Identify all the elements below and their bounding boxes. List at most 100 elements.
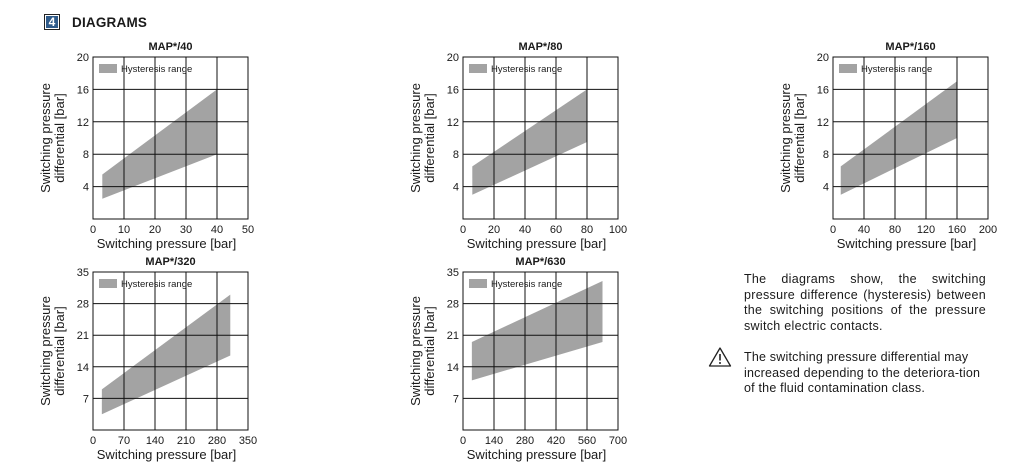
y-axis-label: differential [bar]: [52, 306, 67, 395]
chart-title: MAP*/630: [515, 256, 565, 268]
hysteresis-band: [472, 89, 587, 195]
x-tick-label: 20: [488, 224, 500, 236]
y-tick-label: 21: [447, 330, 459, 342]
y-tick-label: 21: [77, 330, 89, 342]
x-tick-label: 40: [519, 224, 531, 236]
chart-map-40: MAP*/40 4 8 12 16 20 0 10 20 30 40 50 Switching pres…: [38, 41, 254, 251]
x-tick-label: 30: [180, 224, 192, 236]
x-tick-label: 350: [239, 435, 257, 447]
y-tick-label: 4: [453, 182, 459, 194]
legend-swatch: [839, 64, 857, 73]
x-axis-label: Switching pressure [bar]: [97, 236, 236, 251]
legend-label: Hysteresis range: [861, 64, 932, 75]
warning-triangle-icon: [708, 347, 732, 367]
x-tick-label: 120: [917, 224, 935, 236]
legend-swatch: [99, 279, 117, 288]
y-axis-label: Switching pressure: [38, 296, 53, 406]
warning-text: The switching pressure differential may …: [744, 350, 981, 395]
x-tick-label: 160: [948, 224, 966, 236]
x-tick-label: 0: [90, 435, 96, 447]
plot-frame: [92, 56, 249, 220]
y-tick-label: 35: [77, 267, 89, 279]
y-tick-label: 12: [77, 117, 89, 129]
legend-label: Hysteresis range: [121, 279, 192, 290]
x-tick-label: 40: [211, 224, 223, 236]
diagram-note: The diagrams show, the switching pressur…: [744, 272, 986, 333]
x-tick-label: 0: [460, 435, 466, 447]
y-tick-label: 16: [77, 84, 89, 96]
x-tick-label: 70: [118, 435, 130, 447]
x-tick-label: 80: [889, 224, 901, 236]
y-tick-label: 16: [817, 84, 829, 96]
y-tick-label: 12: [447, 117, 459, 129]
y-tick-label: 8: [453, 149, 459, 161]
y-axis-label: Switching pressure: [408, 83, 423, 193]
y-axis-label: Switching pressure: [408, 296, 423, 406]
y-axis-label: Switching pressure: [38, 83, 53, 193]
y-tick-label: 14: [447, 362, 459, 374]
chart-title: MAP*/320: [145, 256, 195, 268]
y-tick-label: 20: [817, 52, 829, 64]
hysteresis-band: [101, 294, 231, 415]
y-tick-label: 4: [823, 182, 829, 194]
x-tick-label: 20: [149, 224, 161, 236]
legend-label: Hysteresis range: [491, 64, 562, 75]
x-tick-label: 280: [208, 435, 226, 447]
y-tick-label: 8: [823, 149, 829, 161]
section-number-badge: 4: [44, 14, 60, 30]
plot-frame: [832, 56, 989, 220]
chart-title: MAP*/160: [885, 41, 935, 53]
y-tick-label: 20: [77, 52, 89, 64]
y-tick-label: 20: [447, 52, 459, 64]
y-tick-label: 28: [447, 299, 459, 311]
plot-frame: [92, 271, 249, 431]
x-tick-label: 0: [90, 224, 96, 236]
y-tick-label: 4: [83, 182, 89, 194]
y-tick-label: 35: [447, 267, 459, 279]
section-title: DIAGRAMS: [72, 14, 148, 30]
x-tick-label: 420: [547, 435, 565, 447]
x-tick-label: 10: [118, 224, 130, 236]
x-tick-label: 0: [460, 224, 466, 236]
legend-swatch: [99, 64, 117, 73]
y-axis-label: differential [bar]: [422, 306, 437, 395]
chart-title: MAP*/40: [148, 41, 192, 53]
chart-title: MAP*/80: [518, 41, 562, 53]
x-axis-label: Switching pressure [bar]: [467, 447, 606, 462]
hysteresis-band: [102, 89, 217, 199]
x-tick-label: 700: [609, 435, 627, 447]
x-tick-label: 140: [485, 435, 503, 447]
x-tick-label: 140: [146, 435, 164, 447]
y-axis-label: Switching pressure: [778, 83, 793, 193]
y-tick-label: 28: [77, 299, 89, 311]
legend-swatch: [469, 279, 487, 288]
x-axis-label: Switching pressure [bar]: [97, 447, 236, 462]
hysteresis-band: [840, 81, 957, 195]
x-tick-label: 210: [177, 435, 195, 447]
x-axis-label: Switching pressure [bar]: [467, 236, 606, 251]
y-tick-label: 16: [447, 84, 459, 96]
legend-label: Hysteresis range: [121, 64, 192, 75]
y-tick-label: 14: [77, 362, 89, 374]
x-tick-label: 80: [581, 224, 593, 236]
plot-frame: [462, 271, 619, 431]
hysteresis-band: [471, 281, 603, 381]
x-tick-label: 200: [979, 224, 997, 236]
legend-swatch: [469, 64, 487, 73]
y-axis-label: differential [bar]: [792, 93, 807, 182]
y-axis-label: differential [bar]: [52, 93, 67, 182]
x-tick-label: 60: [550, 224, 562, 236]
x-tick-label: 280: [516, 435, 534, 447]
x-tick-label: 560: [578, 435, 596, 447]
x-axis-label: Switching pressure [bar]: [837, 236, 976, 251]
x-tick-label: 40: [858, 224, 870, 236]
y-tick-label: 8: [83, 149, 89, 161]
x-tick-label: 0: [830, 224, 836, 236]
section-header: 4 DIAGRAMS: [44, 14, 147, 30]
y-axis-label: differential [bar]: [422, 93, 437, 182]
x-tick-label: 50: [242, 224, 254, 236]
